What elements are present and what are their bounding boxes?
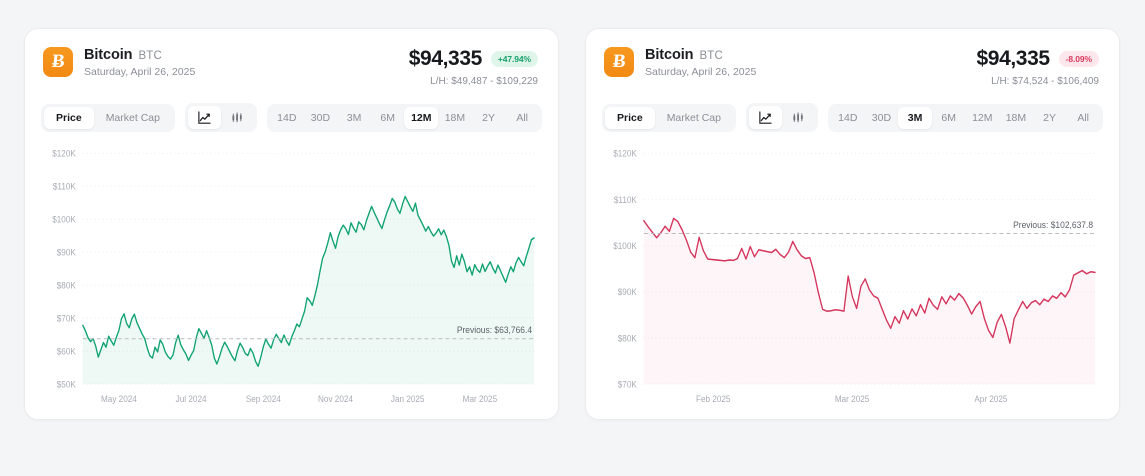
coin-identity: Ƀ Bitcoin BTC Saturday, April 26, 2025 (604, 47, 756, 78)
candlestick-chart-icon[interactable] (221, 106, 254, 129)
range-tab-2y[interactable]: 2Y (482, 111, 495, 124)
quote-date: Saturday, April 26, 2025 (645, 66, 757, 78)
range-tab-3m[interactable]: 3M (898, 106, 932, 129)
y-axis-tick: $50K (57, 379, 76, 390)
range-tab-all[interactable]: All (516, 111, 528, 124)
x-axis-tick: Jan 2025 (391, 394, 425, 405)
dashboard: Ƀ Bitcoin BTC Saturday, April 26, 2025 $… (24, 28, 1120, 420)
y-axis-tick: $80K (618, 333, 637, 344)
coin-identity: Ƀ Bitcoin BTC Saturday, April 26, 2025 (43, 47, 195, 78)
x-axis-tick: Mar 2025 (463, 394, 498, 405)
chart-controls: Price Market Cap 14D 30D 3M 6M 12M 18M 2Y All (600, 103, 1105, 132)
card-header: Ƀ Bitcoin BTC Saturday, April 26, 2025 $… (39, 45, 544, 87)
previous-reference-label: Previous: $63,766.4 (457, 325, 532, 336)
x-axis-tick: Sep 2024 (246, 394, 281, 405)
range-tab-30d[interactable]: 30D (310, 111, 331, 124)
chart-line (643, 217, 1096, 344)
metric-toggle-group: Price Market Cap (602, 103, 736, 132)
range-tab-12m[interactable]: 12M (972, 111, 993, 124)
range-tab-6m[interactable]: 6M (380, 111, 395, 124)
line-chart-icon[interactable] (187, 106, 221, 129)
y-axis-tick: $90K (57, 247, 76, 258)
coin-name-row: Bitcoin BTC (645, 47, 756, 63)
change-badge: +47.94% (490, 51, 538, 67)
change-badge: -8.09% (1058, 51, 1099, 67)
y-axis-tick: $70K (618, 379, 637, 390)
low-high-range: L/H: $74,524 - $106,409 (991, 76, 1099, 87)
crypto-card: Ƀ Bitcoin BTC Saturday, April 26, 2025 $… (24, 28, 559, 420)
card-header: Ƀ Bitcoin BTC Saturday, April 26, 2025 $… (600, 45, 1105, 87)
y-axis-tick: $90K (618, 287, 637, 298)
coin-ticker: BTC (699, 50, 724, 62)
range-tab-3m[interactable]: 3M (346, 111, 362, 124)
time-range-toggle-group: 14D 30D 3M 6M 12M 18M 2Y All (827, 103, 1103, 132)
line-chart-icon[interactable] (748, 106, 782, 129)
x-axis-tick: May 2024 (101, 394, 137, 405)
x-axis-tick: Mar 2025 (835, 394, 870, 405)
x-axis-tick: Feb 2025 (696, 394, 731, 405)
range-tab-12m[interactable]: 12M (404, 106, 439, 129)
current-price: $94,335 (976, 47, 1051, 70)
price-block: $94,335 +47.94% L/H: $49,487 - $109,229 (409, 47, 538, 87)
low-high-range: L/H: $49,487 - $109,229 (430, 76, 538, 87)
y-axis-tick: $110K (53, 181, 76, 192)
y-axis-tick: $100K (52, 214, 76, 225)
crypto-card: Ƀ Bitcoin BTC Saturday, April 26, 2025 $… (585, 28, 1120, 420)
y-axis-tick: $80K (57, 280, 76, 291)
range-tab-18m[interactable]: 18M (1005, 111, 1027, 124)
x-axis-tick: Apr 2025 (974, 394, 1007, 405)
range-tab-2y[interactable]: 2Y (1043, 111, 1056, 124)
price-row: $94,335 +47.94% (409, 47, 538, 71)
range-tab-14d[interactable]: 14D (838, 111, 858, 124)
chart-area-fill (82, 196, 535, 385)
coin-name: Bitcoin (84, 47, 133, 63)
range-tab-30d[interactable]: 30D (871, 111, 892, 124)
coin-name-row: Bitcoin BTC (84, 47, 195, 63)
metric-tab-price[interactable]: Price (605, 106, 655, 129)
bitcoin-glyph: Ƀ (611, 51, 627, 72)
range-tab-18m[interactable]: 18M (444, 111, 466, 124)
metric-tab-market-cap[interactable]: Market Cap (105, 111, 160, 124)
price-chart[interactable]: $120K $110K $100K $90K $80K $70K $60K $50K Previ… (39, 142, 544, 409)
bitcoin-icon: Ƀ (604, 47, 634, 77)
chart-canvas: $120K $110K $100K $90K $80K $70K $60K $50K Previ… (52, 148, 535, 405)
y-axis-tick: $100K (613, 241, 637, 252)
chart-type-toggle-group (745, 103, 818, 132)
x-axis-tick: Nov 2024 (318, 394, 353, 405)
price-chart[interactable]: $120K $110K $100K $90K $80K $70K Previous: $10… (600, 142, 1105, 409)
coin-ticker: BTC (138, 50, 163, 62)
metric-tab-price[interactable]: Price (44, 106, 94, 129)
chart-area-fill (643, 218, 1096, 385)
price-block: $94,335 -8.09% L/H: $74,524 - $106,409 (977, 47, 1099, 87)
chart-canvas: $120K $110K $100K $90K $80K $70K Previous: $10… (613, 148, 1096, 405)
y-axis-tick: $110K (614, 194, 637, 205)
y-axis-tick: $60K (57, 346, 76, 357)
metric-tab-market-cap[interactable]: Market Cap (666, 111, 721, 124)
previous-reference-label: Previous: $102,637.8 (1013, 219, 1093, 230)
range-tab-6m[interactable]: 6M (941, 111, 956, 124)
bitcoin-icon: Ƀ (43, 47, 73, 77)
range-tab-all[interactable]: All (1077, 111, 1089, 124)
quote-date: Saturday, April 26, 2025 (84, 66, 196, 78)
x-axis-tick: Jul 2024 (176, 394, 207, 405)
chart-type-toggle-group (184, 103, 257, 132)
y-axis-tick: $70K (57, 313, 76, 324)
time-range-toggle-group: 14D 30D 3M 6M 12M 18M 2Y All (266, 103, 542, 132)
range-tab-14d[interactable]: 14D (277, 111, 297, 124)
current-price: $94,335 (408, 47, 483, 70)
chart-line (82, 195, 535, 368)
metric-toggle-group: Price Market Cap (41, 103, 175, 132)
price-row: $94,335 -8.09% (977, 47, 1099, 71)
y-axis-tick: $120K (52, 148, 76, 159)
candlestick-chart-icon[interactable] (782, 106, 815, 129)
bitcoin-glyph: Ƀ (50, 51, 66, 72)
coin-name: Bitcoin (645, 47, 694, 63)
y-axis-tick: $120K (613, 148, 637, 159)
chart-controls: Price Market Cap 14D 30D 3M 6M 12M 18M 2Y All (39, 103, 544, 132)
